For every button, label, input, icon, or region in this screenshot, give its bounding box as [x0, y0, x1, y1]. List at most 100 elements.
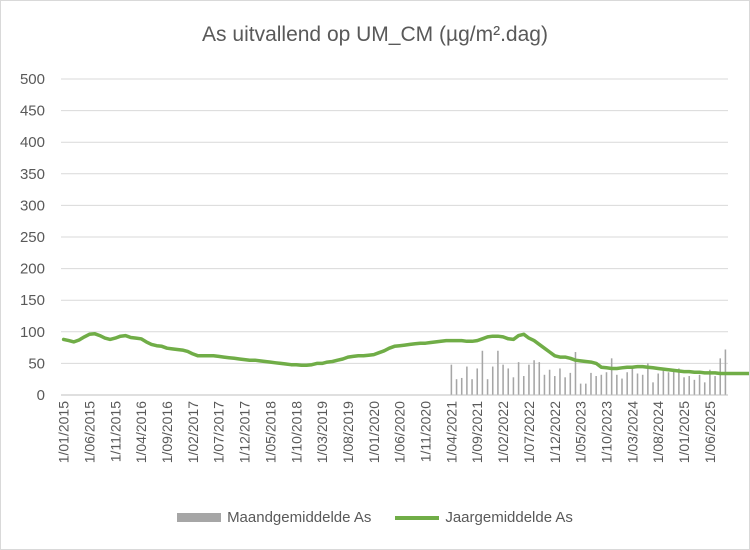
- bar: [719, 358, 722, 395]
- bar: [595, 376, 597, 395]
- x-tick-label: 1/05/2023: [573, 401, 589, 463]
- bar: [631, 368, 634, 395]
- x-tick-label: 1/11/2015: [107, 401, 123, 462]
- bar: [538, 362, 541, 395]
- bar: [647, 363, 649, 395]
- y-tick-label: 50: [28, 355, 45, 372]
- bar: [528, 364, 530, 395]
- bar: [605, 372, 608, 395]
- x-tick-label: 1/11/2020: [418, 401, 434, 462]
- bar: [693, 379, 696, 395]
- bar: [590, 372, 592, 395]
- bar: [688, 376, 690, 395]
- bar: [662, 368, 665, 395]
- x-tick-label: 1/07/2017: [211, 401, 227, 463]
- bar: [517, 362, 520, 395]
- bar: [621, 378, 623, 395]
- bar: [610, 358, 613, 395]
- bar: [636, 373, 639, 395]
- bar: [585, 383, 587, 395]
- x-tick-label: 1/10/2018: [288, 401, 304, 463]
- x-tick-label: 1/01/2025: [676, 401, 692, 463]
- bar: [450, 364, 453, 395]
- chart-title: As uitvallend op UM_CM (µg/m².dag): [202, 23, 548, 46]
- legend-label-line: Jaargemiddelde As: [445, 509, 573, 526]
- bar: [497, 350, 499, 395]
- bar: [522, 376, 525, 395]
- x-tick-label: 1/06/2015: [81, 401, 97, 463]
- bar: [569, 372, 572, 395]
- bar: [574, 352, 577, 395]
- bar: [548, 369, 551, 395]
- x-tick-label: 1/01/2020: [366, 401, 382, 463]
- bar: [491, 366, 494, 395]
- bar: [579, 383, 582, 395]
- bar: [543, 374, 546, 395]
- legend-swatch-line: [395, 515, 440, 520]
- bar: [564, 377, 566, 395]
- y-tick-label: 0: [37, 387, 45, 404]
- bar: [698, 374, 701, 395]
- x-tick-label: 1/06/2020: [392, 401, 408, 463]
- x-tick-label: 1/09/2016: [159, 401, 175, 463]
- x-tick-label: 1/01/2015: [56, 401, 72, 463]
- bar: [512, 377, 515, 395]
- x-tick-label: 1/02/2022: [495, 401, 511, 463]
- x-tick-label: 1/02/2017: [185, 401, 201, 463]
- x-tick-label: 1/12/2022: [547, 401, 563, 463]
- bar: [502, 364, 504, 395]
- bar: [641, 374, 644, 395]
- legend-item-bars: Maandgemiddelde As: [177, 509, 371, 526]
- series-line: [61, 331, 749, 376]
- x-tick-label: 1/04/2021: [443, 401, 459, 463]
- bar: [600, 374, 603, 395]
- bar: [657, 373, 659, 395]
- bar: [714, 376, 716, 395]
- bar: [471, 379, 473, 395]
- bar: [652, 382, 654, 395]
- bar: [533, 360, 535, 395]
- x-tick-label: 1/06/2025: [702, 401, 718, 463]
- bar: [455, 379, 458, 395]
- bar: [507, 368, 510, 395]
- x-tick-label: 1/03/2024: [624, 401, 640, 463]
- x-tick-label: 1/08/2024: [650, 401, 666, 463]
- bar: [667, 372, 670, 395]
- bar: [703, 382, 706, 395]
- x-tick-label: 1/03/2019: [314, 401, 330, 463]
- bar: [554, 376, 556, 395]
- bar: [678, 368, 680, 395]
- legend-label-bars: Maandgemiddelde As: [227, 509, 372, 526]
- bar: [672, 370, 675, 395]
- y-tick-label: 300: [20, 197, 45, 214]
- legend-item-line: Jaargemiddelde As: [395, 509, 573, 526]
- y-tick-label: 500: [20, 71, 45, 88]
- y-tick-label: 100: [20, 324, 45, 341]
- x-tick-label: 1/04/2016: [133, 401, 149, 463]
- bar: [481, 350, 484, 395]
- legend: Maandgemiddelde As Jaargemiddelde As: [1, 509, 749, 526]
- bar: [486, 379, 489, 395]
- x-tick-label: 1/10/2023: [598, 401, 614, 463]
- x-tick-label: 1/07/2022: [521, 401, 537, 463]
- y-tick-label: 350: [20, 166, 45, 183]
- bar: [559, 368, 561, 395]
- bar: [460, 377, 463, 395]
- bar: [616, 374, 618, 395]
- y-tick-label: 150: [20, 292, 45, 309]
- y-tick-label: 450: [20, 103, 45, 120]
- y-tick-label: 250: [20, 229, 45, 246]
- y-tick-label: 400: [20, 134, 45, 151]
- x-tick-label: 1/09/2021: [469, 401, 485, 463]
- bar: [683, 377, 685, 395]
- x-tick-label: 1/05/2018: [262, 401, 278, 463]
- bar: [476, 368, 479, 395]
- bar: [466, 366, 468, 395]
- legend-swatch-bars: [177, 513, 222, 522]
- bar: [626, 372, 628, 395]
- x-tick-label: 1/12/2017: [237, 401, 253, 463]
- x-tick-label: 1/08/2019: [340, 401, 356, 463]
- y-tick-label: 200: [20, 261, 45, 278]
